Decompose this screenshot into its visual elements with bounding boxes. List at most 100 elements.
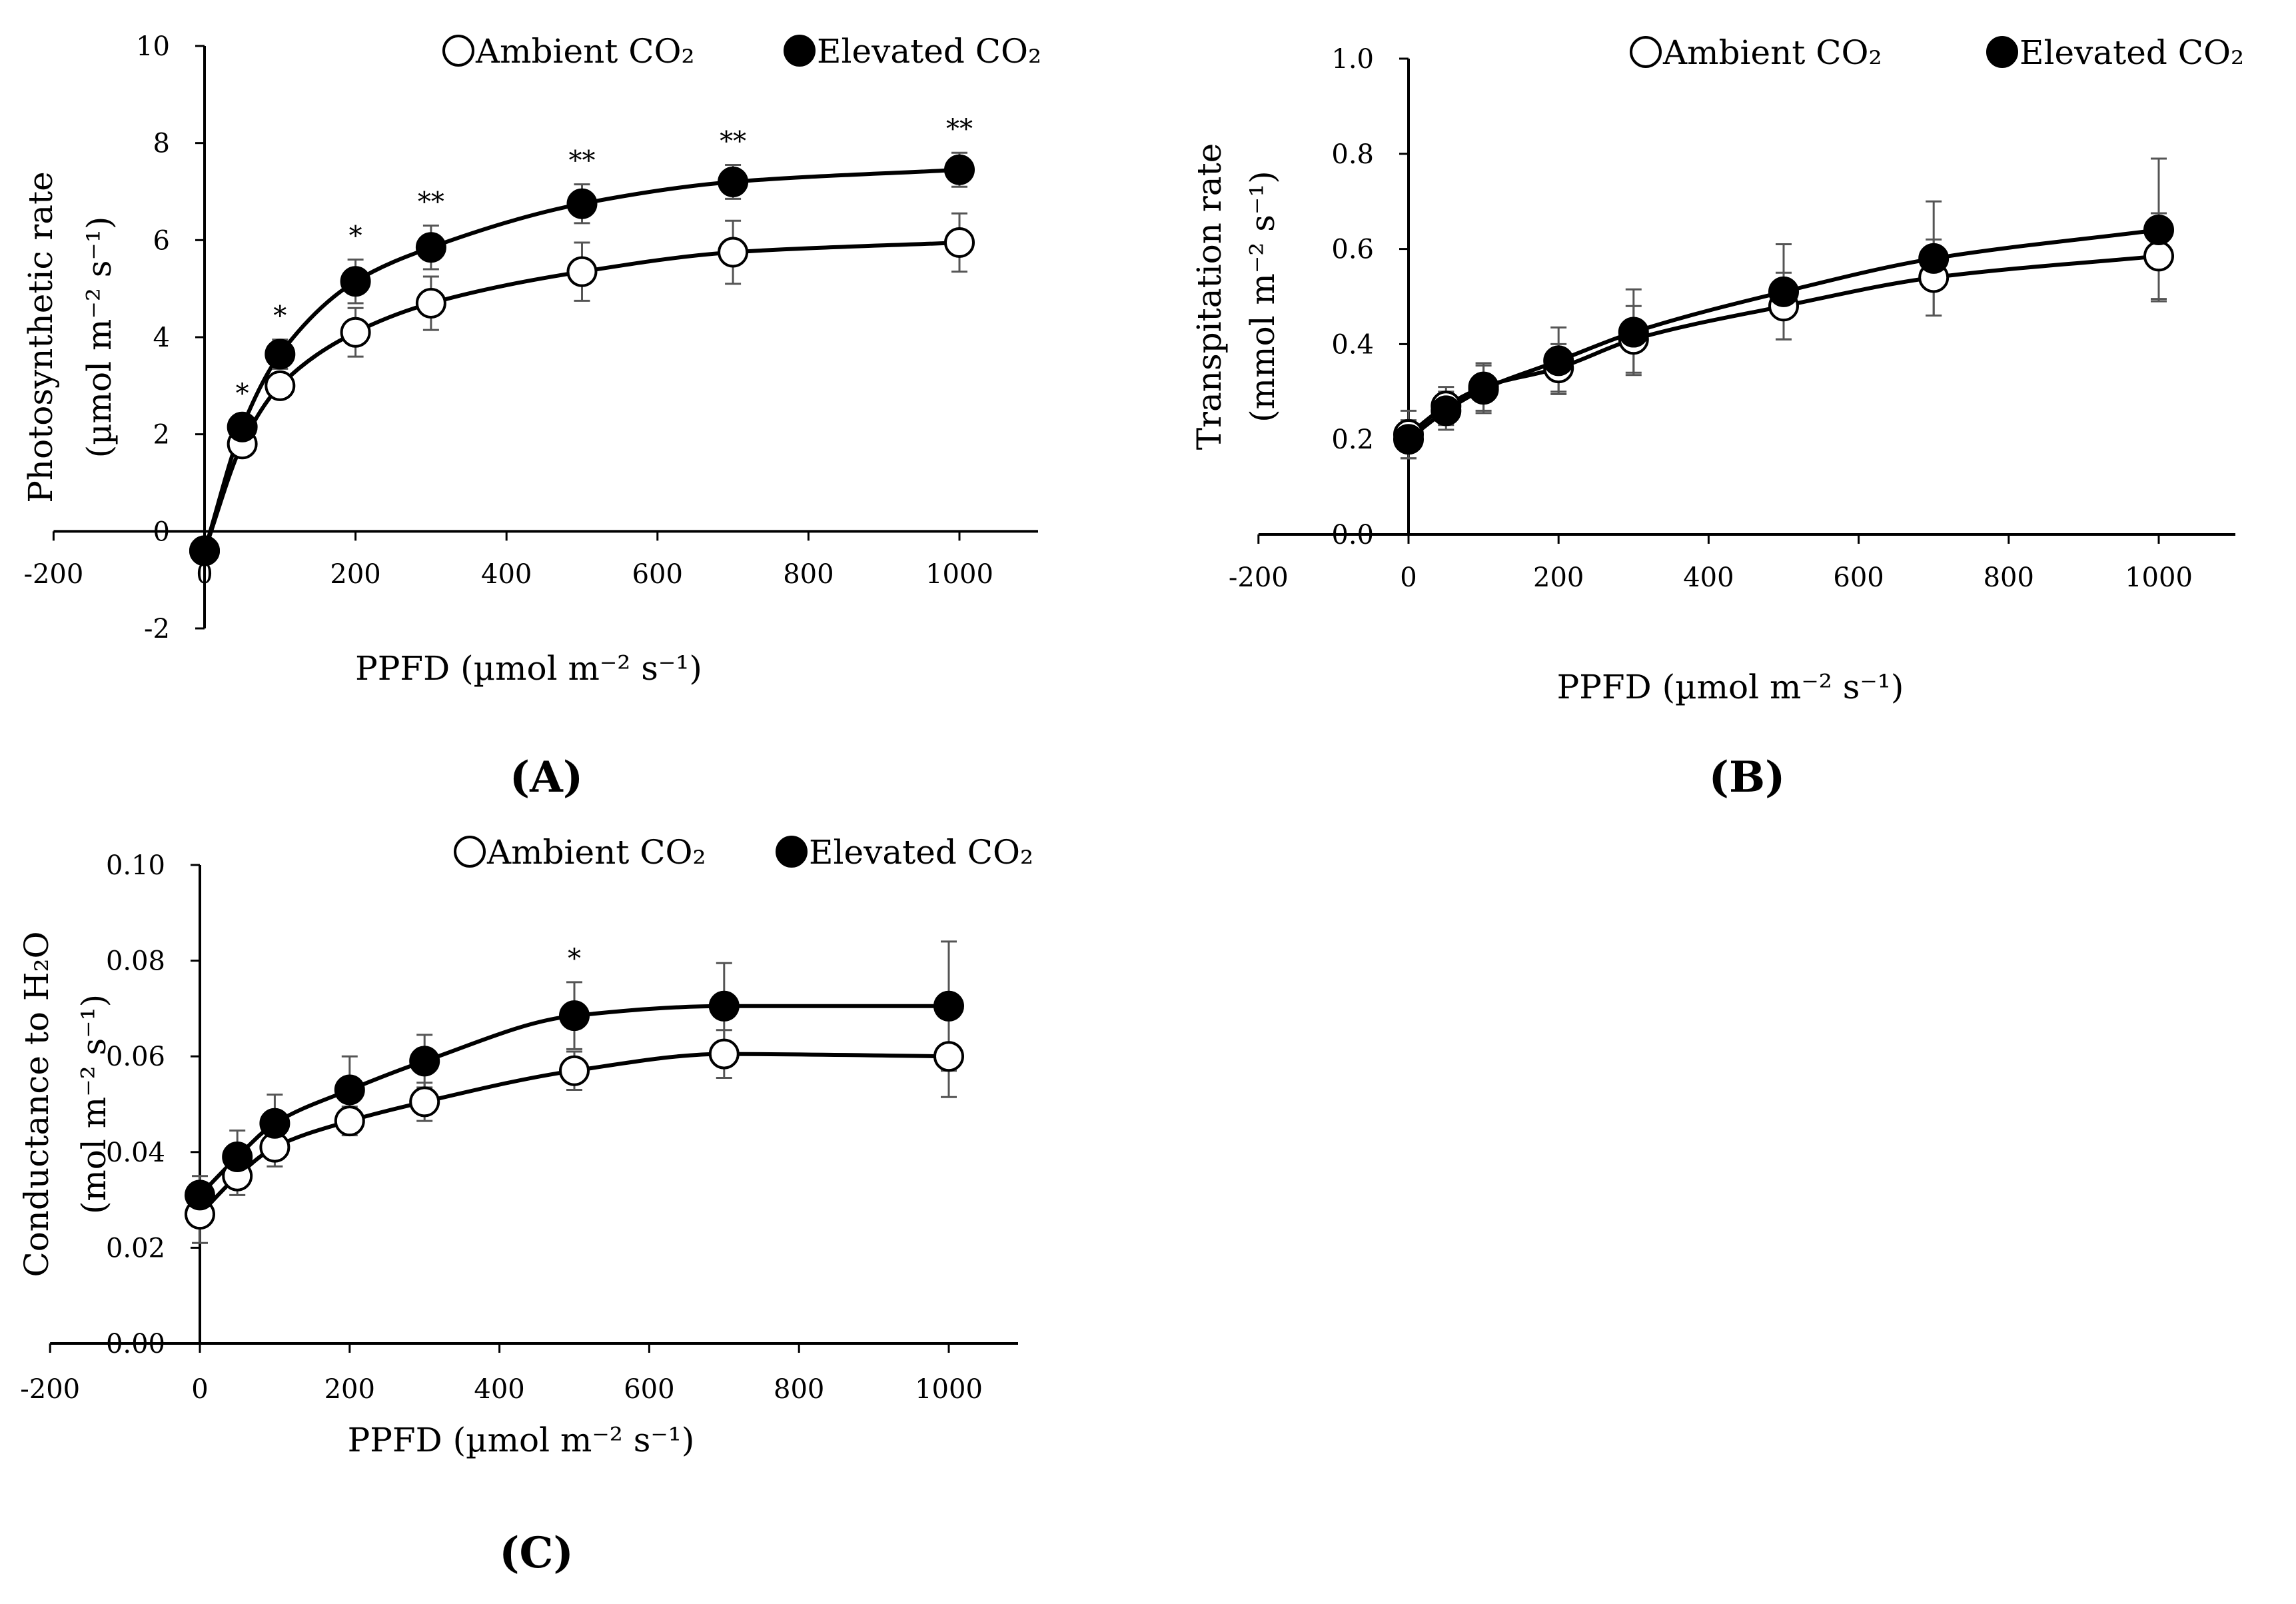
y-axis-label-line2: (µmol m⁻² s⁻¹) [80, 217, 119, 458]
data-point-elevated [265, 339, 296, 370]
y-tick-label: 0.08 [106, 946, 165, 977]
x-tick-label: 800 [774, 1374, 824, 1405]
data-point-elevated [185, 1180, 215, 1211]
panel-b: -200 0 200 400 600 800 1000 0.0 0.2 0.4 0.6 0.8 1.0 P… [1190, 33, 2244, 802]
data-point-elevated [933, 990, 964, 1022]
x-tick-label: 200 [324, 1374, 375, 1405]
data-point-ambient [718, 237, 749, 268]
data-point-ambient [340, 317, 371, 348]
x-tick-label: -200 [20, 1374, 80, 1405]
y-tick-label: 10 [136, 31, 170, 62]
data-point-elevated [559, 1000, 590, 1032]
data-point-ambient [566, 256, 598, 287]
significance-mark: ** [720, 126, 746, 157]
y-tick-label: 0.2 [1331, 424, 1374, 455]
data-point-ambient [933, 1041, 964, 1072]
legend-marker-ambient [442, 35, 474, 67]
data-point-elevated [1468, 374, 1499, 405]
x-tick-label: 600 [632, 559, 683, 590]
panel-label: (A) [510, 752, 583, 802]
x-tick-label: 400 [481, 559, 532, 590]
y-tick-label: 0.4 [1331, 329, 1374, 360]
significance-mark: ** [569, 146, 596, 177]
data-point-elevated [415, 232, 446, 263]
legend-label-elevated: Elevated CO₂ [817, 32, 1041, 71]
y-tick-label: 0.8 [1331, 139, 1374, 170]
legend-marker-elevated [784, 35, 816, 67]
x-tick-label: 600 [1833, 562, 1884, 593]
y-axis-label-line2: (mmol m⁻² s⁻¹) [1243, 171, 1282, 422]
y-tick-label: 0.6 [1331, 235, 1374, 265]
y-axis-label-line2: (mol m⁻² s⁻¹) [75, 994, 113, 1214]
data-point-ambient [708, 1038, 740, 1070]
y-tick-label: 1.0 [1331, 44, 1374, 75]
data-point-ambient [409, 1086, 440, 1118]
x-tick-label: 1000 [2125, 562, 2193, 593]
x-tick-label: 600 [624, 1374, 674, 1405]
data-point-elevated [1393, 424, 1424, 455]
series-line [198, 1052, 949, 1216]
x-tick-label: 0 [1400, 562, 1417, 593]
data-point-ambient [334, 1106, 365, 1137]
y-tick-label: 0.00 [106, 1329, 165, 1359]
data-point-elevated [1543, 345, 1574, 377]
y-axis-label-line1: Photosynthetic rate [21, 171, 60, 503]
data-point-elevated [1918, 243, 1950, 274]
data-point-elevated [1618, 317, 1649, 348]
legend: Ambient CO₂ Elevated CO₂ [1630, 33, 2244, 72]
series-line [1407, 228, 2159, 441]
data-point-elevated [227, 411, 258, 442]
legend-marker-elevated [776, 836, 808, 868]
legend: Ambient CO₂ Elevated CO₂ [442, 32, 1041, 71]
panel-c: -200 0 200 400 600 800 1000 0.00 0.02 0.04 0.06 0.0… [17, 833, 1033, 1578]
legend-label-elevated: Elevated CO₂ [809, 833, 1033, 872]
x-tick-label: 1000 [925, 559, 993, 590]
legend-label-ambient: Ambient CO₂ [1662, 33, 1882, 72]
y-tick-label: 0.02 [106, 1233, 165, 1263]
data-point-ambient [415, 288, 446, 319]
y-tick-label: -2 [144, 614, 170, 644]
significance-mark: ** [946, 114, 973, 145]
x-tick-label: 200 [330, 559, 380, 590]
series-line [198, 1004, 949, 1197]
data-point-ambient [2143, 241, 2174, 272]
panel-label: (B) [1709, 752, 1786, 802]
x-axis-label: PPFD (µmol m⁻² s⁻¹) [348, 1421, 695, 1459]
data-point-elevated [708, 990, 740, 1022]
data-point-ambient [265, 370, 296, 401]
legend-label-ambient: Ambient CO₂ [486, 833, 706, 872]
y-axis-label-line1: Conductance to H₂O [17, 931, 56, 1277]
significance-mark: * [236, 379, 249, 409]
data-point-elevated [222, 1141, 253, 1172]
data-point-elevated [944, 154, 975, 185]
data-point-elevated [566, 188, 598, 219]
legend-marker-elevated [1986, 36, 2018, 68]
data-point-ambient [944, 227, 975, 258]
x-tick-label: 400 [474, 1374, 524, 1405]
y-tick-label: 0.0 [1331, 520, 1374, 550]
y-tick-label: 0 [153, 516, 170, 547]
x-tick-label: 800 [1984, 562, 2034, 593]
y-tick-label: 0.04 [106, 1138, 165, 1168]
legend: Ambient CO₂ Elevated CO₂ [454, 833, 1033, 872]
x-tick-label: -200 [23, 559, 83, 590]
data-point-elevated [2143, 215, 2174, 246]
y-axis-label-line1: Transpitation rate [1190, 143, 1229, 450]
y-tick-label: 0.06 [106, 1042, 165, 1072]
panel-label: (C) [499, 1528, 574, 1578]
x-tick-label: 800 [783, 559, 834, 590]
x-tick-label: 200 [1533, 562, 1584, 593]
significance-mark: ** [418, 187, 444, 217]
y-tick-label: 2 [153, 420, 170, 450]
legend-label-ambient: Ambient CO₂ [475, 32, 695, 71]
x-axis-label: PPFD (µmol m⁻² s⁻¹) [355, 649, 702, 688]
x-tick-label: 400 [1683, 562, 1734, 593]
x-tick-label: 1000 [915, 1374, 983, 1405]
data-point-elevated [1431, 395, 1462, 426]
data-point-elevated [259, 1108, 290, 1139]
significance-mark: * [273, 301, 287, 332]
series-line [203, 167, 960, 552]
data-point-ambient [559, 1055, 590, 1086]
significance-mark: * [568, 944, 581, 974]
